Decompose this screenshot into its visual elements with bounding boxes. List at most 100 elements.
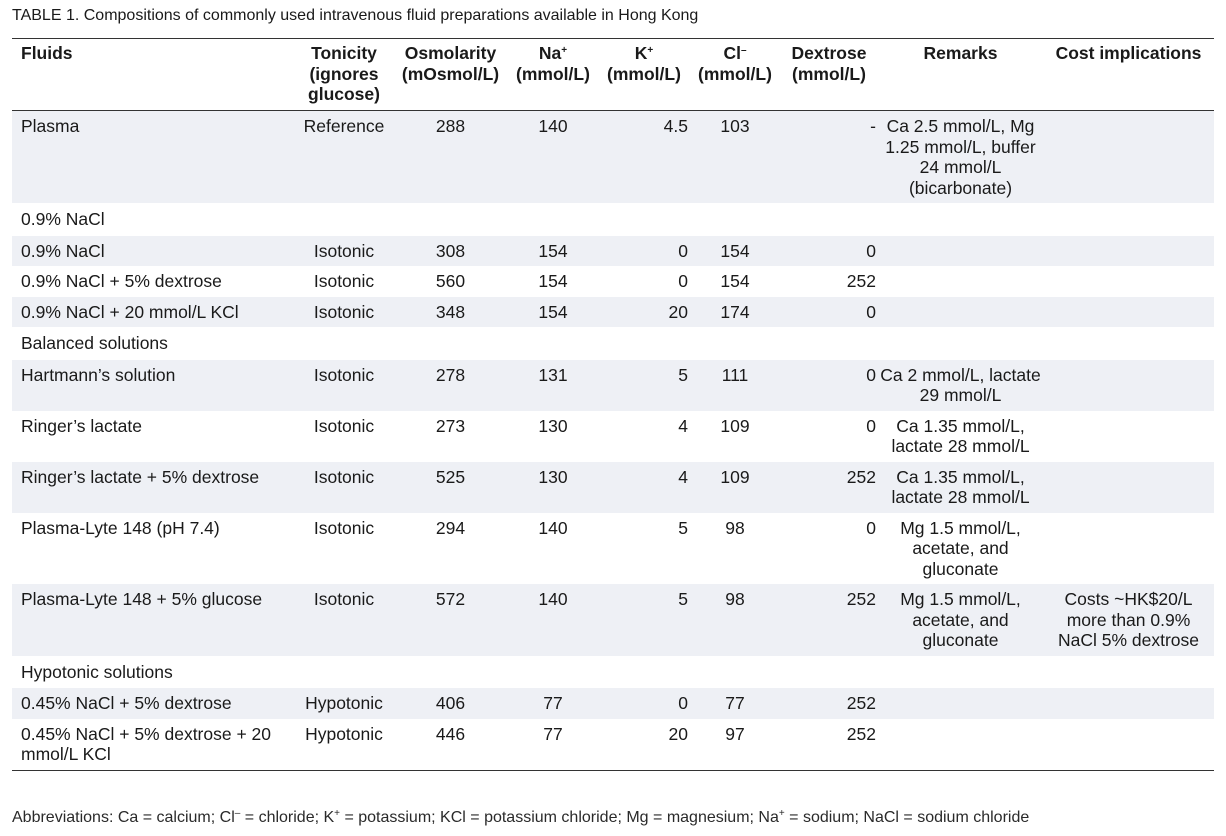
cell-fluid: 0.45% NaCl + 5% dextrose [12, 688, 295, 719]
cell-remarks [878, 266, 1043, 297]
table-row: 0.45% NaCl + 5% dextrose + 20 mmol/L KCl… [12, 718, 1214, 771]
cell-tonicity: Isotonic [295, 584, 393, 656]
cell-fluid: Plasma-Lyte 148 (pH 7.4) [21, 517, 220, 538]
cell-fluid: Plasma [12, 110, 295, 203]
cell-tonicity: Isotonic [295, 461, 393, 513]
cell-dextrose: 0 [780, 359, 878, 411]
cell-osmolarity: 560 [435, 271, 466, 291]
cell-cost [1043, 359, 1214, 411]
cell-k: 4 [598, 461, 690, 513]
cell-cl: 97 [690, 718, 780, 771]
cell-osmolarity: 294 [435, 517, 466, 538]
cell-fluid: Plasma-Lyte 148 + 5% glucose [12, 584, 295, 656]
cell-tonicity: Isotonic [313, 517, 375, 538]
cell-remarks [878, 296, 1043, 327]
cell-na: 140 [508, 110, 598, 203]
cell-k: 5 [678, 517, 688, 538]
cell-na: 130 [508, 461, 598, 513]
cell-tonicity: Hypotonic [295, 718, 393, 771]
cell-cl: 98 [690, 584, 780, 656]
table-row: 0.9% NaCl Isotonic 308 154 0 154 0 [12, 235, 1214, 266]
cell-cost: Costs ~HK$20/L more than 0.9% NaCl 5% de… [1043, 584, 1214, 656]
cell-k: 0 [598, 688, 690, 719]
cell-dextrose: 252 [780, 584, 878, 656]
cell-tonicity: Isotonic [295, 359, 393, 411]
cell-fluid: Ringer’s lactate + 5% dextrose [12, 461, 295, 513]
cell-k: 0 [678, 271, 688, 291]
section-label: 0.9% NaCl [21, 209, 105, 229]
header-row: Fluids Tonicity (ignores glucose) Osmola… [12, 38, 1214, 111]
cell-cost [1043, 110, 1214, 203]
table-row: Hartmann’s solution Isotonic 278 131 5 111 0 Ca… [12, 359, 1214, 411]
cell-k: 4 [678, 415, 688, 436]
cell-na: 77 [508, 688, 598, 719]
cell-k: 4.5 [598, 110, 690, 203]
table-row: 0.45% NaCl + 5% dextrose Hypotonic 406 77 0 7… [12, 688, 1214, 719]
section-row: Balanced solutions [12, 327, 1214, 360]
cell-osmolarity: 572 [393, 584, 508, 656]
cell-cl: 98 [725, 517, 745, 538]
cell-k: 0 [598, 235, 690, 266]
cell-remarks: Ca 1.35 mmol/L, lactate 28 mmol/L [878, 461, 1043, 513]
cell-na: 140 [538, 517, 568, 538]
cell-tonicity: Isotonic [295, 235, 393, 266]
cell-remarks: Ca 2 mmol/L, lactate 29 mmol/L [878, 359, 1043, 411]
cell-osmolarity: 308 [393, 235, 508, 266]
cell-fluid: 0.45% NaCl + 5% dextrose + 20 mmol/L KCl [12, 718, 295, 771]
cell-osmolarity: 406 [393, 688, 508, 719]
header-na: Na+ (mmol/L) [508, 38, 598, 111]
header-remarks: Remarks [878, 38, 1043, 111]
cell-cost [1043, 296, 1214, 327]
cell-osmolarity: 278 [393, 359, 508, 411]
section-row: Hypotonic solutions [12, 656, 1214, 689]
header-fluids: Fluids [12, 38, 295, 111]
table-caption: TABLE 1. Compositions of commonly used i… [12, 6, 1212, 26]
cell-remarks: Ca 1.35 mmol/L, lactate 28 mmol/L [891, 415, 1030, 457]
cell-dextrose: 252 [780, 718, 878, 771]
cell-cl: 109 [720, 415, 750, 436]
header-k: K+ (mmol/L) [598, 38, 690, 111]
cell-cl: 111 [690, 359, 780, 411]
cell-osmolarity: 348 [393, 296, 508, 327]
cell-cost [1043, 718, 1214, 771]
table-row: Ringer’s lactate + 5% dextrose Isotonic 52… [12, 461, 1214, 513]
cell-fluid: Hartmann’s solution [12, 359, 295, 411]
table-row: Ringer’s lactate Isotonic 273 130 4 109 0 Ca 1.… [12, 411, 1214, 462]
cell-remarks [878, 718, 1043, 771]
cell-remarks [878, 235, 1043, 266]
cell-cost [1043, 235, 1214, 266]
cell-na: 131 [508, 359, 598, 411]
table-body: Plasma Reference 288 140 4.5 103- Ca 2.5 mmol/… [12, 110, 1214, 771]
cell-cl: 154 [690, 235, 780, 266]
cell-dextrose: 252 [846, 271, 876, 291]
header-cost: Cost implications [1043, 38, 1214, 111]
cell-tonicity: Isotonic [313, 415, 375, 436]
cell-na: 130 [538, 415, 568, 436]
header-cl: Cl– (mmol/L) [690, 38, 780, 111]
cell-dextrose: 0 [780, 296, 878, 327]
header-tonicity: Tonicity (ignores glucose) [295, 38, 393, 111]
cell-fluid: Ringer’s lactate [21, 415, 142, 436]
section-row: 0.9% NaCl [12, 203, 1214, 236]
cell-osmolarity: 446 [393, 718, 508, 771]
cell-dextrose: 0 [780, 235, 878, 266]
cell-tonicity: Reference [295, 110, 393, 203]
cell-cl: 77 [690, 688, 780, 719]
cell-remarks: Mg 1.5 mmol/L, acetate, and gluconate [878, 584, 1043, 656]
cell-osmolarity: 273 [435, 415, 466, 436]
table-row: Plasma-Lyte 148 (pH 7.4) Isotonic 294 140 5 9… [12, 513, 1214, 585]
cell-na: 77 [508, 718, 598, 771]
cell-cl: 109 [690, 461, 780, 513]
cell-k: 5 [598, 584, 690, 656]
cell-cl: 154 [720, 271, 750, 291]
cell-fluid: 0.9% NaCl + 20 mmol/L KCl [12, 296, 295, 327]
cell-dextrose: - [780, 110, 878, 203]
cell-cost [1043, 513, 1214, 585]
cell-tonicity: Isotonic [295, 296, 393, 327]
cell-cost [1043, 411, 1214, 462]
cell-remarks [878, 688, 1043, 719]
abbreviations-footnote: Abbreviations: Ca = calcium; Cl– = chlor… [12, 808, 1030, 827]
section-label: Hypotonic solutions [21, 661, 173, 682]
section-label: Balanced solutions [21, 333, 168, 353]
cell-k: 20 [598, 718, 690, 771]
